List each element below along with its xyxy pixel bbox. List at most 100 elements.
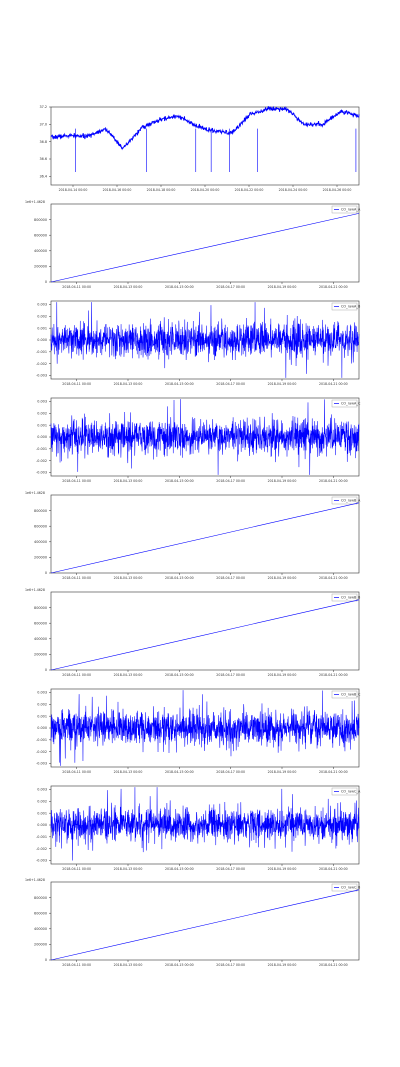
y-tick-label: 600000	[34, 233, 47, 237]
x-tick-label: 2018-04-17 00:00	[216, 576, 245, 580]
legend-label: CO_rawC_B	[341, 886, 361, 890]
series-line-0	[50, 690, 360, 766]
chart-8-svg: -0.003 -0.002 -0.001 0.000 0.001 0.002 0.003 20…	[36, 785, 361, 871]
x-tick-label: 2018-04-19 00:00	[268, 963, 297, 967]
x-tick-label: 2018-04-13 00:00	[114, 285, 143, 289]
x-tick-label: 2018-04-13 00:00	[114, 673, 143, 677]
y-tick-label: -0.001	[36, 738, 47, 742]
y-tick-label: -0.002	[36, 847, 47, 851]
x-tick-label: 2018-04-21 00:00	[319, 867, 348, 871]
y-tick-label: 0	[45, 668, 47, 672]
legend-box	[331, 593, 358, 602]
y-tick-label: 36.8	[39, 140, 47, 144]
y-tick-label: 600000	[34, 911, 47, 915]
legend-box	[331, 787, 358, 796]
x-tick-label: 2018-04-11 00:00	[62, 479, 91, 483]
y-tick-label: 0.001	[37, 811, 47, 815]
x-tick-label: 2018-04-17 00:00	[216, 963, 245, 967]
y-tick-label: 0.003	[37, 400, 47, 404]
x-tick-label: 2018-04-19 00:00	[268, 479, 297, 483]
x-tick-label: 2018-04-11 00:00	[62, 285, 91, 289]
series-line-0	[50, 889, 360, 961]
x-tick-label: 2018-04-14 00:00	[59, 188, 88, 192]
legend-box	[331, 883, 358, 892]
y-tick-label: 37.2	[39, 105, 47, 109]
x-tick-label: 2018-04-11 00:00	[62, 963, 91, 967]
x-tick-label: 2018-04-15 00:00	[165, 576, 194, 580]
series-line-0	[50, 106, 360, 151]
y-tick-label: -0.001	[36, 835, 47, 839]
x-tick-label: 2018-04-11 00:00	[62, 382, 91, 386]
x-tick-label: 2018-04-17 00:00	[216, 285, 245, 289]
y-tick-label: 0.002	[37, 800, 47, 804]
y-tick-label: 0	[45, 280, 47, 284]
y-tick-label: 200000	[34, 943, 47, 947]
x-tick-label: 2018-04-15 00:00	[165, 285, 194, 289]
y-tick-label: 400000	[34, 637, 47, 641]
y-tick-label: 36.6	[39, 157, 47, 161]
offset-label: 1e6+1.4628	[25, 878, 45, 882]
y-tick-label: -0.003	[36, 859, 47, 863]
plot-frame	[50, 203, 360, 283]
series-line-0	[50, 599, 360, 671]
y-tick-label: 0.000	[37, 435, 47, 439]
chart-7-svg: -0.003 -0.002 -0.001 0.000 0.001 0.002 0.003 20…	[36, 688, 361, 774]
chart-2: 0 200000 400000 600000 800000 2018-04-11 00:0…	[0, 200, 400, 289]
y-tick-label: 0.003	[37, 788, 47, 792]
chart-9: 0 200000 400000 600000 800000 2018-04-11 00:0…	[0, 878, 400, 967]
x-tick-label: 2018-04-21 00:00	[319, 673, 348, 677]
x-tick-label: 2018-04-13 00:00	[114, 770, 143, 774]
x-tick-label: 2018-04-24 00:00	[279, 188, 308, 192]
x-tick-label: 2018-04-17 00:00	[216, 382, 245, 386]
y-tick-label: 0.000	[37, 338, 47, 342]
x-tick-label: 2018-04-15 00:00	[165, 963, 194, 967]
x-tick-label: 2018-04-20 00:00	[191, 188, 220, 192]
series-line-0	[50, 502, 360, 574]
y-tick-label: 37.0	[39, 123, 47, 127]
y-tick-label: 600000	[34, 621, 47, 625]
chart-6-svg: 0 200000 400000 600000 800000 2018-04-11 00:0…	[25, 588, 361, 677]
x-tick-label: 2018-04-19 00:00	[268, 576, 297, 580]
x-tick-label: 2018-04-13 00:00	[114, 963, 143, 967]
y-tick-label: 200000	[34, 653, 47, 657]
x-tick-label: 2018-04-26 00:00	[323, 188, 352, 192]
legend-label: CO_rawA_C	[341, 402, 361, 406]
x-tick-label: 2018-04-22 00:00	[235, 188, 264, 192]
x-tick-label: 2018-04-11 00:00	[62, 867, 91, 871]
y-tick-label: 800000	[34, 606, 47, 610]
chart-1-svg: 36.4 36.6 36.8 37.0 37.2 2018-04-14 00:00 2018…	[39, 105, 360, 192]
chart-4: -0.003 -0.002 -0.001 0.000 0.001 0.002 0.003 20…	[0, 394, 400, 483]
x-tick-label: 2018-04-13 00:00	[114, 576, 143, 580]
offset-label: 1e6+1.4628	[25, 200, 45, 204]
plot-frame	[50, 106, 360, 186]
chart-9-svg: 0 200000 400000 600000 800000 2018-04-11 00:0…	[25, 878, 361, 967]
plot-frame	[50, 591, 360, 671]
y-tick-label: -0.003	[36, 762, 47, 766]
y-tick-label: 0.002	[37, 703, 47, 707]
y-tick-label: 0.000	[37, 823, 47, 827]
chart-3-svg: -0.003 -0.002 -0.001 0.000 0.001 0.002 0.003 20…	[36, 300, 361, 386]
x-tick-label: 2018-04-18 00:00	[147, 188, 176, 192]
y-tick-label: -0.001	[36, 350, 47, 354]
x-tick-label: 2018-04-15 00:00	[165, 770, 194, 774]
y-tick-label: 0.003	[37, 691, 47, 695]
x-tick-label: 2018-04-21 00:00	[319, 285, 348, 289]
y-tick-label: -0.002	[36, 750, 47, 754]
legend-label: CO_rawB_B	[341, 596, 361, 600]
y-tick-label: 0.003	[37, 303, 47, 307]
x-tick-label: 2018-04-21 00:00	[319, 479, 348, 483]
x-tick-label: 2018-04-19 00:00	[268, 867, 297, 871]
x-tick-label: 2018-04-13 00:00	[114, 479, 143, 483]
series-line-0	[50, 787, 360, 861]
chart-5-svg: 0 200000 400000 600000 800000 2018-04-11 00:0…	[25, 491, 361, 580]
x-tick-label: 2018-04-19 00:00	[268, 382, 297, 386]
x-tick-label: 2018-04-15 00:00	[165, 479, 194, 483]
chart-7: -0.003 -0.002 -0.001 0.000 0.001 0.002 0.003 20…	[0, 685, 400, 774]
x-tick-label: 2018-04-17 00:00	[216, 867, 245, 871]
legend-label: CO_rawA_B	[341, 305, 361, 309]
x-tick-label: 2018-04-16 00:00	[103, 188, 132, 192]
x-tick-label: 2018-04-15 00:00	[165, 382, 194, 386]
y-tick-label: -0.002	[36, 459, 47, 463]
y-tick-label: 800000	[34, 509, 47, 513]
y-tick-label: 0	[45, 571, 47, 575]
